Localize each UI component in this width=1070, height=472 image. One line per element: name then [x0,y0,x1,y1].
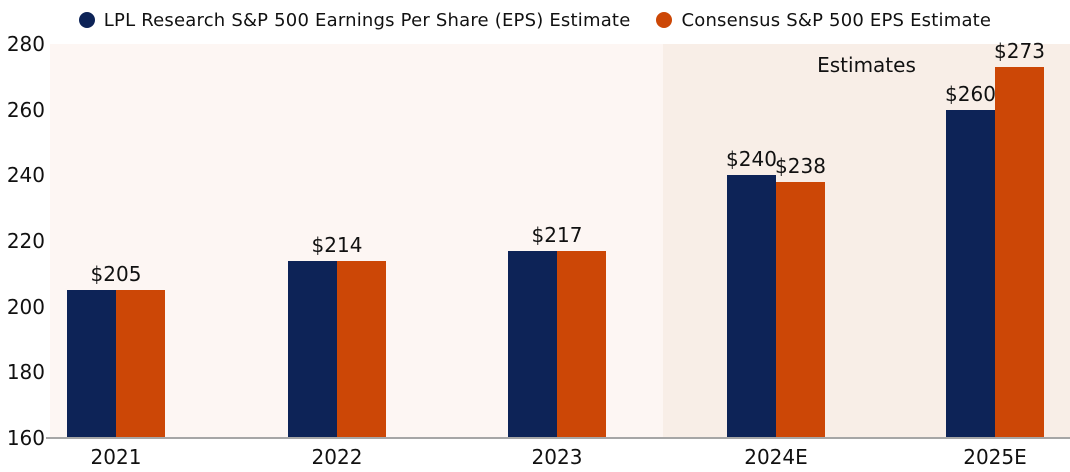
bar-lpl-2023 [508,250,557,438]
bar-lpl-2021 [67,290,116,438]
legend-label-lpl: LPL Research S&P 500 Earnings Per Share … [103,9,631,31]
value-label-2021: $205 [90,262,142,287]
bar-lpl-2022 [288,260,337,438]
legend-item-consensus: Consensus S&P 500 EPS Estimate [656,10,991,31]
y-tick-180: 180 [6,360,45,385]
value-label-2025E-lpl: $260 [945,81,996,106]
y-tick-260: 260 [6,97,45,122]
y-tick-160: 160 [6,426,45,450]
x-tick-2024E: 2024E [744,445,808,469]
bar-consensus-2024E [776,181,825,438]
x-tick-2025E: 2025E [963,445,1027,469]
x-axis-line [46,437,1070,439]
x-tick-2022: 2022 [311,445,363,469]
x-tick-2023: 2023 [531,445,583,469]
y-tick-240: 240 [6,163,45,188]
bar-consensus-2021 [116,290,165,438]
y-tick-200: 200 [6,294,45,319]
value-label-2024E-consensus: $238 [775,153,826,178]
legend-item-lpl: LPL Research S&P 500 Earnings Per Share … [78,9,631,31]
bar-consensus-2022 [337,260,386,438]
legend-label-consensus: Consensus S&P 500 EPS Estimate [681,9,992,31]
bar-consensus-2025E [995,66,1044,438]
lpl-series-dot-icon [78,12,95,28]
y-tick-220: 220 [6,229,45,253]
bar-consensus-2023 [557,250,606,438]
x-tick-2021: 2021 [90,445,142,469]
y-tick-280: 280 [6,32,45,56]
estimates-annotation: Estimates [817,53,916,77]
value-label-2024E-lpl: $240 [726,147,777,172]
bar-lpl-2025E [946,109,995,438]
legend: LPL Research S&P 500 Earnings Per Share … [0,0,1070,40]
bar-lpl-2024E [727,175,776,438]
value-label-2025E-consensus: $273 [994,38,1045,63]
value-label-2022: $214 [311,232,363,257]
value-label-2023: $217 [531,222,583,247]
consensus-series-dot-icon [656,12,673,28]
